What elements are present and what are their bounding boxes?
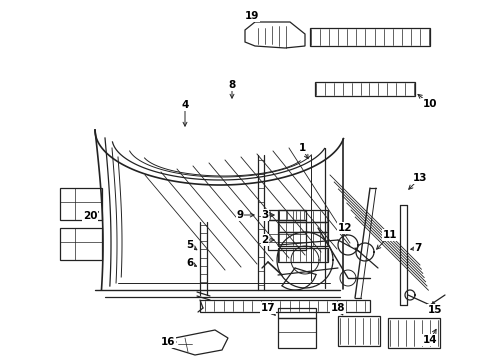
Bar (200, 300, 370, 312)
Text: 19: 19 (245, 11, 259, 21)
Text: 3: 3 (261, 210, 269, 220)
Text: 8: 8 (228, 80, 236, 90)
Text: 18: 18 (331, 303, 345, 313)
Text: 16: 16 (161, 337, 175, 347)
Bar (278, 210, 328, 222)
Bar (388, 318, 440, 348)
Text: 10: 10 (423, 99, 437, 109)
Bar (60, 188, 102, 220)
Text: 12: 12 (338, 223, 352, 233)
Bar (338, 316, 380, 346)
Bar (278, 248, 328, 262)
Bar (268, 220, 306, 250)
Bar (60, 228, 102, 260)
Text: 14: 14 (423, 335, 437, 345)
Text: 7: 7 (415, 243, 422, 253)
Text: 17: 17 (261, 303, 275, 313)
Bar (278, 232, 328, 246)
Bar (278, 222, 328, 232)
Text: 2: 2 (261, 235, 269, 245)
Text: 15: 15 (428, 305, 442, 315)
Bar (268, 210, 306, 220)
Text: 4: 4 (181, 100, 189, 110)
Bar (278, 318, 316, 348)
Bar (278, 308, 316, 318)
Text: 1: 1 (298, 143, 306, 153)
Text: 9: 9 (237, 210, 244, 220)
Text: 5: 5 (186, 240, 194, 250)
Text: 13: 13 (413, 173, 427, 183)
Text: 6: 6 (186, 258, 194, 268)
Bar (315, 82, 415, 96)
Text: 11: 11 (383, 230, 397, 240)
Bar (310, 28, 430, 46)
Text: 20: 20 (83, 211, 97, 221)
